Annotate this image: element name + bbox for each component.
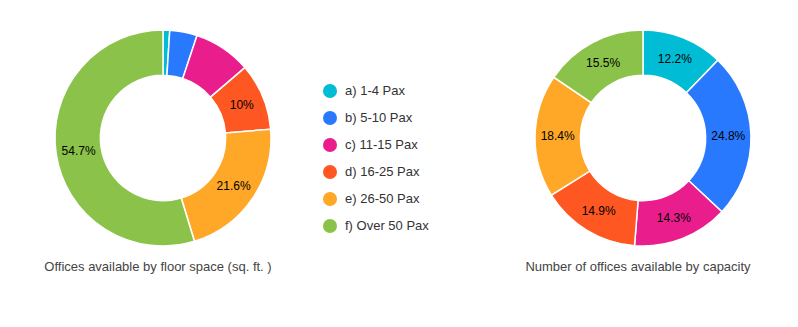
svg-text:14.3%: 14.3% [657,211,691,225]
html-text:Offices available by floor spa: Offices available by floor space (sq. ft… [44,259,272,274]
html-text:f) Over 50 Pax: f) Over 50 Pax [345,218,429,233]
svg-text:18.4%: 18.4% [541,129,575,143]
svg-text:10%: 10% [230,98,254,112]
svg-text:12.2%: 12.2% [658,52,692,66]
html-text:Number of offices available by: Number of offices available by capacity [525,259,751,274]
svg-text:14.9%: 14.9% [582,204,616,218]
svg-text:24.8%: 24.8% [711,129,745,143]
svg-text:15.5%: 15.5% [586,56,620,70]
html-text:e) 26-50 Pax: e) 26-50 Pax [345,191,420,206]
html-text:a) 1-4 Pax: a) 1-4 Pax [345,83,405,98]
html-text:b) 5-10 Pax: b) 5-10 Pax [345,110,413,125]
html-text:d) 16-25 Pax: d) 16-25 Pax [345,164,420,179]
svg-text:54.7%: 54.7% [62,144,96,158]
svg-text:21.6%: 21.6% [217,179,251,193]
html-text:c) 11-15 Pax: c) 11-15 Pax [345,137,418,152]
